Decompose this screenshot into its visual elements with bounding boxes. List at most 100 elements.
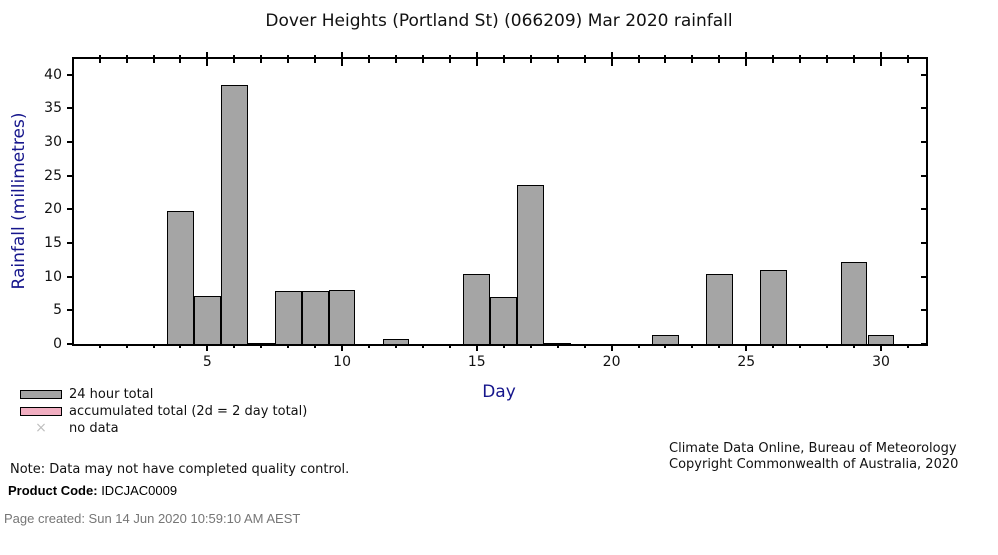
x-tick-top — [745, 52, 748, 66]
y-tick-label: 5 — [53, 302, 62, 319]
bar-day-12 — [382, 338, 410, 344]
legend-label: accumulated total (2d = 2 day total) — [69, 404, 308, 419]
x-tick-top — [906, 55, 909, 63]
x-tick-top — [691, 55, 694, 63]
legend-label: no data — [69, 421, 119, 436]
y-tick-left — [67, 208, 74, 211]
x-tick-bottom — [421, 344, 424, 348]
x-tick-top — [853, 55, 856, 63]
y-tick-right — [921, 174, 926, 177]
quality-control-note: Note: Data may not have completed qualit… — [10, 462, 350, 477]
x-tick-bottom — [287, 344, 290, 348]
x-tick-top — [179, 55, 182, 63]
x-tick-bottom — [556, 344, 559, 348]
x-tick-top — [395, 55, 397, 63]
x-tick-bottom — [906, 344, 909, 348]
y-tick-right — [921, 241, 926, 244]
x-tick-bottom — [152, 344, 155, 348]
legend-item-24-hour-total: 24 hour total — [20, 386, 307, 403]
x-tick-label: 20 — [602, 354, 621, 370]
x-tick-bottom — [233, 344, 236, 348]
bar-day-22 — [652, 334, 679, 344]
bar-day-10 — [328, 290, 356, 344]
x-tick-bottom — [583, 344, 586, 348]
x-tick-bottom — [395, 344, 397, 348]
y-tick-right — [921, 309, 926, 312]
x-tick-bottom — [341, 344, 344, 351]
y-tick-right — [921, 275, 926, 278]
y-tick-right — [921, 73, 926, 76]
bar-day-26 — [759, 269, 787, 344]
y-tick-left — [67, 174, 74, 177]
product-code-label: Product Code: — [8, 483, 98, 498]
x-tick-top — [98, 55, 101, 63]
legend-label: 24 hour total — [69, 387, 154, 402]
x-tick-top — [314, 55, 317, 63]
x-tick-bottom — [880, 344, 882, 351]
x-tick-bottom — [853, 344, 856, 348]
x-tick-top — [152, 55, 155, 63]
x-tick-label: 25 — [737, 354, 756, 370]
y-tick-label: 30 — [44, 133, 62, 150]
x-tick-top — [287, 55, 290, 63]
x-tick-label: 15 — [467, 354, 486, 370]
x-axis-label: Day — [482, 382, 516, 402]
x-tick-bottom — [314, 344, 317, 348]
x-tick-top — [799, 55, 802, 63]
y-tick-left — [67, 275, 74, 278]
x-tick-top — [233, 55, 236, 63]
x-tick-label: 30 — [872, 354, 890, 370]
bar-day-5 — [193, 295, 221, 344]
x-tick-top — [529, 55, 532, 63]
y-tick-right — [921, 140, 926, 143]
bar-day-16 — [490, 296, 518, 344]
x-tick-bottom — [125, 344, 128, 348]
attribution-text: Climate Data Online, Bureau of Meteorolo… — [669, 441, 958, 473]
chart-legend: 24 hour total accumulated total (2d = 2 … — [20, 386, 307, 437]
x-tick-top — [556, 55, 559, 63]
x-tick-bottom — [260, 344, 263, 348]
no-data-x-icon: × — [35, 420, 47, 436]
x-tick-top — [341, 52, 344, 66]
x-tick-top — [206, 52, 209, 66]
bar-day-24 — [705, 273, 733, 344]
x-tick-bottom — [448, 344, 451, 348]
x-tick-bottom — [98, 344, 101, 348]
x-tick-top — [475, 52, 478, 66]
x-tick-top — [260, 55, 263, 63]
x-tick-bottom — [718, 344, 721, 348]
x-tick-top — [718, 55, 721, 63]
bar-day-15 — [463, 273, 491, 344]
x-tick-top — [610, 52, 613, 66]
gray-swatch-icon — [20, 390, 62, 399]
y-axis-label: Rainfall (millimetres) — [9, 112, 29, 290]
x-tick-bottom — [368, 344, 370, 348]
x-tick-top — [637, 55, 640, 63]
x-tick-bottom — [529, 344, 532, 348]
product-code-value: IDCJAC0009 — [101, 483, 178, 498]
attribution-line-1: Climate Data Online, Bureau of Meteorolo… — [669, 441, 957, 456]
chart-title: Dover Heights (Portland St) (066209) Mar… — [265, 11, 733, 31]
y-tick-label: 0 — [53, 336, 62, 352]
bar-day-17 — [517, 185, 545, 344]
product-code: Product Code: IDCJAC0009 — [8, 483, 177, 498]
legend-item-no-data: × no data — [20, 420, 307, 437]
pink-swatch-icon — [20, 407, 62, 416]
x-tick-top — [125, 55, 128, 63]
x-tick-bottom — [502, 344, 505, 348]
x-tick-label: 5 — [202, 354, 212, 370]
page-created-timestamp: Page created: Sun 14 Jun 2020 10:59:10 A… — [4, 511, 301, 526]
bar-day-30 — [867, 334, 895, 344]
bar-day-4 — [167, 210, 194, 344]
x-tick-top — [664, 55, 667, 63]
y-tick-label: 20 — [44, 201, 62, 218]
y-tick-right — [921, 107, 926, 110]
y-tick-label: 10 — [44, 268, 62, 285]
plot-area: 5 10 15 20 25 30 0 5 10 15 20 25 30 35 40 — [44, 52, 928, 370]
y-tick-left — [67, 343, 74, 345]
x-tick-bottom — [691, 344, 694, 348]
x-tick-bottom — [637, 344, 640, 348]
bar-day-9 — [301, 291, 329, 344]
bar-day-6 — [220, 85, 248, 344]
